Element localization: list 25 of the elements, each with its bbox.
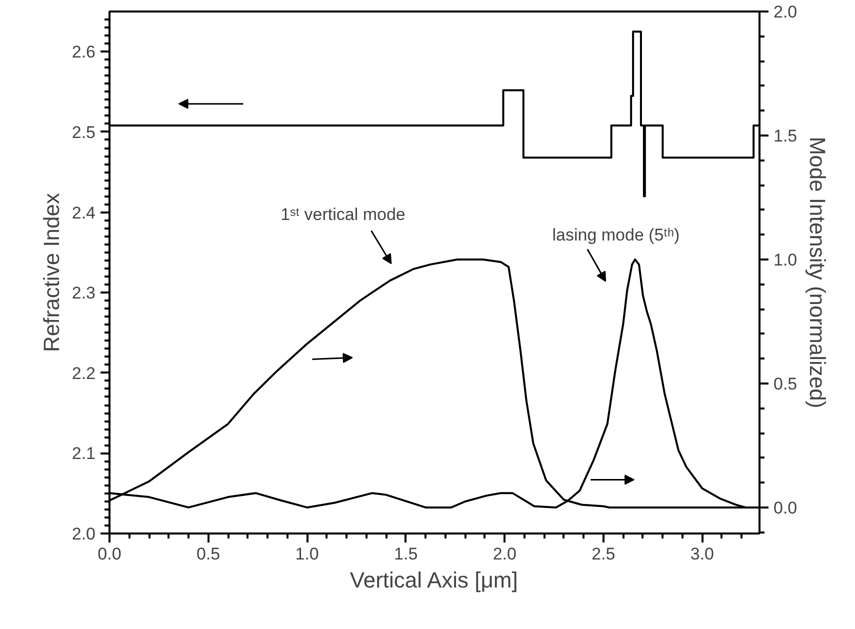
x-tick-label: 3.0	[690, 544, 714, 564]
x-tick-label: 2.5	[592, 544, 616, 564]
x-tick-label: 0.5	[196, 544, 220, 564]
y-tick-label: 2.4	[72, 203, 96, 222]
x-tick-label: 1.0	[295, 544, 319, 564]
y-tick-label: 2.2	[72, 364, 96, 383]
y-tick-label: 2.3	[72, 284, 96, 303]
y2-axis-title: Mode Intensity (normalized)	[805, 136, 830, 408]
y-tick-label: 2.6	[72, 42, 96, 62]
y2-tick-label: 1.5	[774, 126, 798, 146]
y2-tick-label: 0.5	[774, 374, 798, 394]
y2-tick-label: 0.0	[774, 498, 798, 518]
y-tick-label: 2.5	[72, 122, 96, 142]
y2-tick-label: 2.0	[774, 2, 798, 22]
annotation: 1ˢᵗ vertical mode	[280, 205, 406, 224]
x-tick-label: 1.5	[394, 544, 418, 564]
x-axis-title: Vertical Axis [μm]	[350, 568, 518, 592]
y-tick-label: 2.0	[72, 524, 96, 544]
annotation: lasing mode (5ᵗʰ)	[552, 225, 680, 244]
x-tick-label: 0.0	[98, 544, 122, 564]
line-series	[110, 30, 760, 198]
x-tick-label: 2.0	[492, 544, 516, 564]
y2-tick-label: 1.0	[774, 250, 798, 270]
y-axis-title: Refractive Index	[38, 193, 64, 352]
y-tick-label: 2.1	[72, 444, 96, 464]
